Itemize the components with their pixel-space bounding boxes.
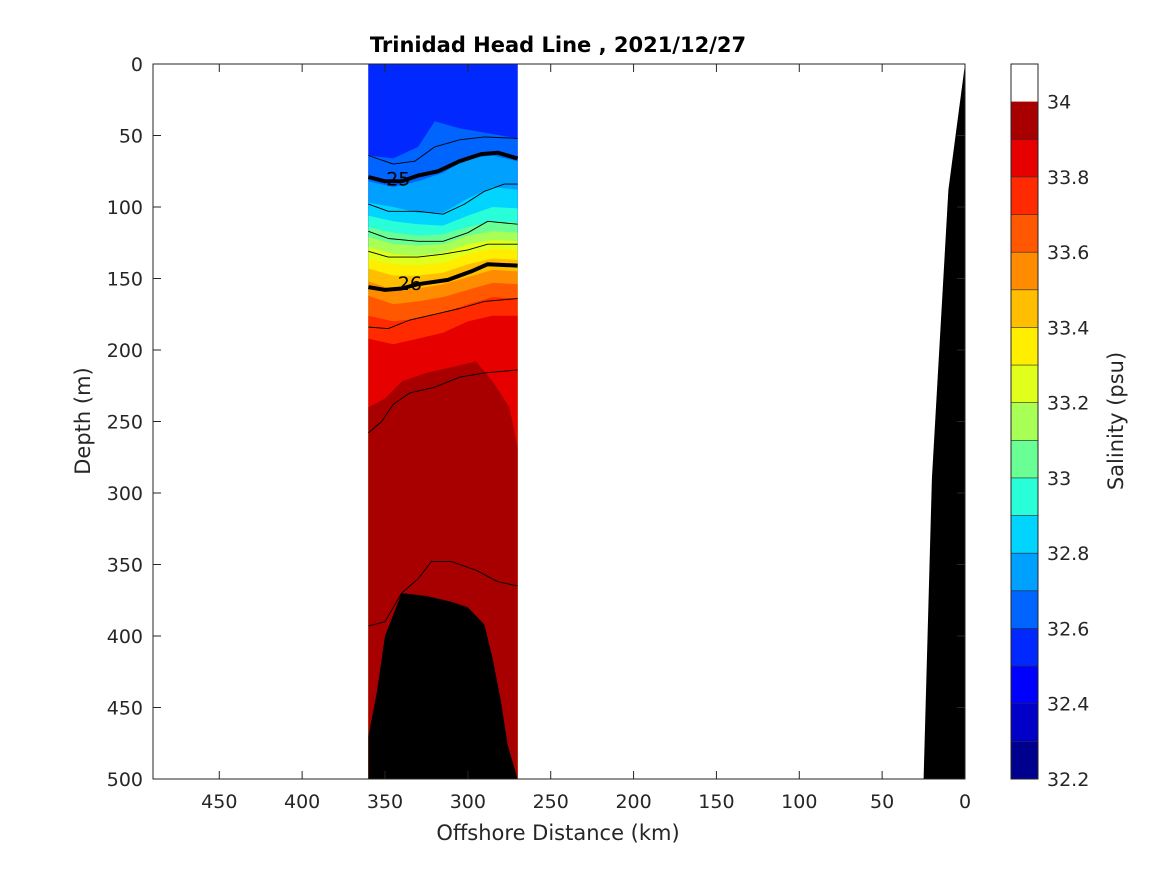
colorbar-swatch: [1011, 477, 1038, 516]
contour-label-26: 26: [398, 273, 422, 295]
colorbar-tick-label: 33.8: [1047, 167, 1089, 189]
colorbar-swatch: [1011, 252, 1038, 290]
colorbar-tick-label: 33: [1047, 468, 1071, 490]
y-tick-label: 150: [107, 269, 143, 291]
colorbar-swatch: [1011, 515, 1038, 554]
colorbar-swatch: [1011, 741, 1038, 779]
colorbar-swatch: [1011, 402, 1038, 441]
density-contour-25.5: [368, 220, 518, 242]
y-tick-label: 450: [107, 698, 143, 720]
density-contour-24.5: [368, 136, 518, 165]
salinity-layer-34: [368, 593, 518, 779]
bathymetry-profile: [923, 64, 965, 779]
colorbar-swatch: [1011, 327, 1038, 365]
colorbar-label: Salinity (psu): [1104, 352, 1128, 490]
x-tick-label: 50: [870, 791, 894, 813]
density-contour-25: [367, 150, 519, 184]
colorbar-tick-label: 32.4: [1047, 694, 1089, 716]
colorbar-swatch: [1011, 289, 1038, 328]
x-axis-ticks: 450 400 350 300 250 200 150 100 50 0: [201, 64, 971, 813]
colorbar-tick-label: 32.6: [1047, 618, 1089, 640]
colorbar-swatch: [1011, 628, 1038, 667]
contour-label-25: 25: [386, 168, 410, 190]
y-axis-label: Depth (m): [71, 367, 95, 474]
salinity-filled-contours: [368, 64, 518, 779]
x-tick-label: 200: [615, 791, 651, 813]
colorbar-swatch: [1011, 440, 1038, 478]
x-tick-label: 450: [201, 791, 237, 813]
colorbar-swatch: [1011, 666, 1038, 704]
colorbar-swatch: [1011, 590, 1038, 629]
colorbar-swatch: [1011, 176, 1038, 215]
density-contour-25.25: [368, 183, 518, 215]
colorbar-tick-label: 34: [1047, 92, 1071, 114]
density-contour-25.75: [368, 243, 518, 258]
density-contour-26: [368, 262, 518, 292]
x-tick-label: 300: [450, 791, 486, 813]
density-contour-lines: 25 26: [367, 136, 519, 627]
density-contour-26.25: [368, 298, 518, 330]
colorbar-tick-label: 33.2: [1047, 393, 1089, 415]
plot-background: [153, 64, 965, 779]
y-tick-label: 50: [119, 126, 143, 148]
y-tick-label: 250: [107, 412, 143, 434]
colorbar-swatch: [1011, 365, 1038, 403]
y-tick-label: 500: [107, 769, 143, 791]
y-tick-label: 100: [107, 197, 143, 219]
y-tick-label: 400: [107, 626, 143, 648]
colorbar-frame: [1010, 63, 1039, 780]
y-tick-label: 200: [107, 340, 143, 362]
colorbar-tick-label: 33.4: [1047, 317, 1089, 339]
x-tick-label: 400: [284, 791, 320, 813]
colorbar-tick-label: 32.2: [1047, 769, 1089, 791]
x-axis-label: Offshore Distance (km): [436, 821, 679, 845]
y-tick-label: 350: [107, 555, 143, 577]
y-tick-label: 300: [107, 483, 143, 505]
colorbar-swatch: [1011, 214, 1038, 253]
y-tick-label: 0: [131, 54, 143, 76]
density-contour-26.5: [368, 369, 518, 434]
y-axis-ticks: 0 50 100 150 200 250 300 350 400 450 500: [107, 54, 965, 791]
x-tick-label: 100: [781, 791, 817, 813]
x-tick-label: 250: [533, 791, 569, 813]
colorbar-swatch: [1011, 101, 1038, 140]
chart-title: Trinidad Head Line , 2021/12/27: [370, 33, 746, 57]
x-tick-label: 0: [959, 791, 971, 813]
x-tick-label: 350: [367, 791, 403, 813]
colorbar-swatch: [1011, 553, 1038, 591]
colorbar-tick-label: 32.8: [1047, 543, 1089, 565]
colorbar-swatch: [1011, 139, 1038, 177]
colorbar-tick-label: 33.6: [1047, 242, 1089, 264]
colorbar-swatch: [1011, 703, 1038, 742]
density-contour-26.75: [368, 561, 518, 627]
x-tick-label: 150: [698, 791, 734, 813]
colorbar: 32.2 32.4 32.6 32.8 33 33.2 33.4 33.6 33.8 34: [1010, 63, 1089, 791]
bathymetry-layer: [923, 64, 965, 779]
